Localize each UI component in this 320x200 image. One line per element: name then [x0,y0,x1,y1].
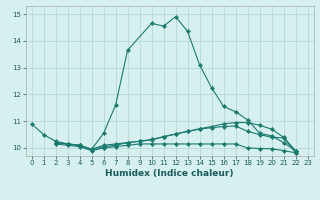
X-axis label: Humidex (Indice chaleur): Humidex (Indice chaleur) [105,169,234,178]
